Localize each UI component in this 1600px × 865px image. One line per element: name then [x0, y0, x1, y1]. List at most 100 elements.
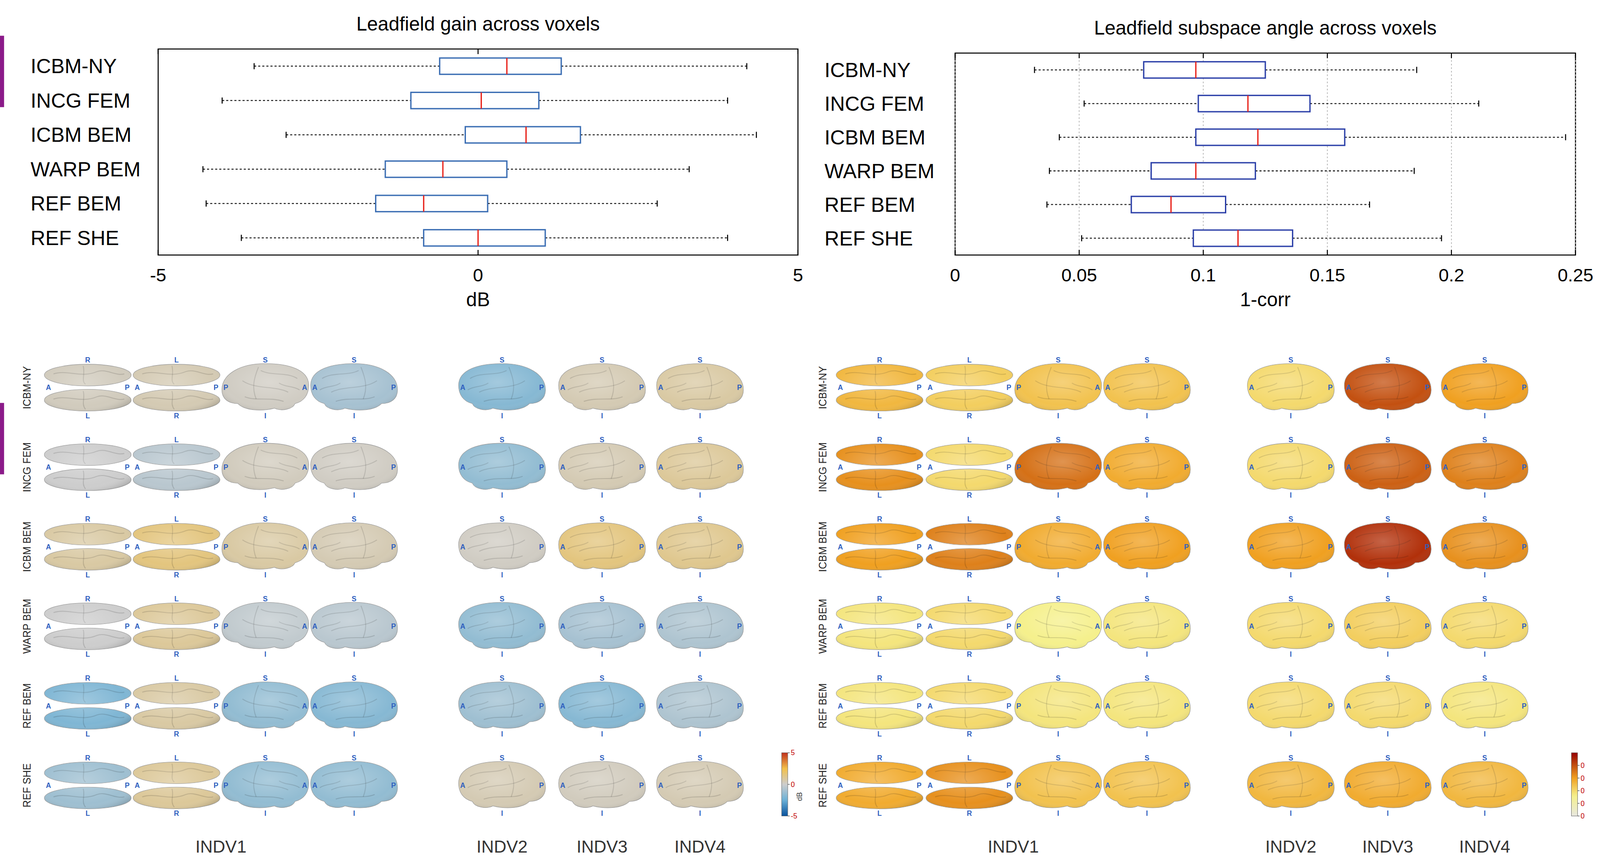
orientation-label: A	[560, 543, 566, 552]
orientation-label: S	[1482, 355, 1488, 364]
orientation-label: P	[916, 781, 922, 790]
orientation-label: P	[1327, 383, 1333, 392]
orientation-label: S	[499, 515, 505, 524]
orientation-label: A	[301, 781, 308, 790]
shading	[1247, 682, 1335, 729]
orientation-label: S	[262, 594, 268, 603]
orientation-label: P	[737, 543, 743, 552]
brain	[310, 363, 398, 411]
orientation-label: S	[1144, 515, 1150, 524]
figure: -505Leadfield gain across voxelsdBICBM-N…	[0, 0, 1600, 865]
orientation-label: P	[125, 463, 130, 472]
box	[465, 126, 581, 144]
orientation-label: P	[539, 622, 544, 631]
brain	[558, 443, 646, 490]
midline	[833, 705, 926, 708]
orientation-label: R	[966, 809, 973, 818]
whisker-cap	[1416, 66, 1417, 74]
brain-surface	[221, 523, 309, 570]
orientation-label: R	[85, 674, 91, 683]
whisker	[1034, 69, 1144, 71]
grid-line	[1451, 53, 1452, 256]
orientation-label: A	[1248, 622, 1255, 631]
brain	[923, 762, 1015, 810]
brain-surface	[656, 443, 744, 490]
brain	[923, 602, 1015, 650]
tick-mark	[1451, 250, 1452, 256]
orientation-label: I	[699, 809, 701, 818]
brain-surface	[1247, 523, 1335, 570]
brain-surface	[310, 602, 398, 650]
row-label: ICBM BEM	[817, 521, 829, 573]
orientation-label: A	[1248, 383, 1255, 392]
panel-marker	[0, 402, 4, 475]
marks	[203, 58, 757, 247]
orientation-label: A	[1095, 702, 1101, 711]
shading	[221, 443, 309, 490]
row-label: WARP BEM	[21, 598, 33, 654]
brain-surface	[1247, 602, 1335, 650]
orientation-label: S	[262, 754, 268, 763]
brain-surface	[1344, 363, 1432, 411]
colorbar	[781, 753, 788, 817]
plot-frame	[954, 53, 1576, 256]
brain	[130, 443, 223, 491]
colorbar-tick-label: 0	[1580, 774, 1585, 783]
brain	[1247, 761, 1335, 809]
orientation-label: S	[351, 594, 357, 603]
brain	[1014, 682, 1102, 729]
whisker-cap	[240, 234, 242, 242]
orientation-label: L	[967, 355, 972, 364]
shading	[221, 602, 309, 650]
row-label: REF SHE	[817, 763, 829, 809]
whisker-cap	[285, 131, 287, 138]
whisker-cap	[253, 62, 255, 70]
brain-surface	[221, 682, 309, 729]
orientation-label: P	[213, 702, 219, 711]
brain	[1344, 761, 1432, 809]
midline	[833, 546, 926, 548]
panel-marker	[0, 35, 4, 108]
tick-label: 0.15	[1309, 265, 1346, 286]
whisker-cap	[1081, 235, 1083, 242]
shading	[558, 443, 646, 490]
orientation-label: A	[927, 622, 933, 631]
orientation-label: A	[134, 781, 141, 790]
whisker-cap	[1564, 134, 1566, 141]
brain	[923, 364, 1015, 412]
orientation-label: I	[699, 730, 701, 739]
orientation-label: A	[658, 463, 664, 472]
brain	[1014, 523, 1102, 570]
shading	[1247, 443, 1335, 490]
orientation-label: I	[1146, 491, 1148, 500]
brain-map: ICBM-NYINCG FEMICBM BEMWARP BEMREF BEMRE…	[817, 355, 1585, 857]
orientation-label: A	[1095, 543, 1101, 552]
tick-label: 5	[792, 265, 803, 286]
orientation-label: I	[264, 491, 267, 500]
brain-surface	[656, 761, 744, 809]
brain	[1247, 682, 1335, 729]
orientation-label: A	[1345, 622, 1352, 631]
brain	[310, 761, 398, 809]
orientation-label: A	[658, 781, 664, 790]
brain-surface	[1247, 761, 1335, 809]
orientation-label: I	[1483, 491, 1486, 500]
midline	[833, 466, 926, 469]
midline	[833, 387, 926, 389]
tick-mark	[1078, 250, 1080, 256]
orientation-label: A	[312, 781, 318, 790]
brain	[656, 602, 744, 650]
brain	[1103, 443, 1191, 490]
median	[1170, 196, 1172, 213]
midline	[833, 625, 926, 628]
orientation-label: P	[1006, 781, 1012, 790]
shading	[1344, 602, 1432, 650]
whisker	[561, 65, 748, 67]
orientation-label: R	[966, 571, 973, 579]
orientation-label: A	[301, 702, 308, 711]
orientation-label: R	[173, 809, 180, 818]
orientation-label: P	[125, 781, 130, 790]
orientation-label: I	[1483, 730, 1486, 739]
median	[1237, 230, 1239, 247]
orientation-label: A	[312, 543, 318, 552]
